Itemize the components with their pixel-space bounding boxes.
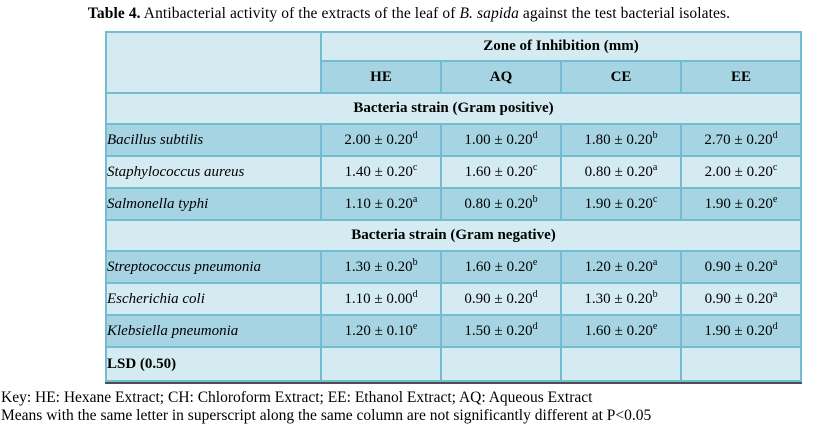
- column-header-ee: EE: [680, 60, 802, 94]
- table-row-bacillus-subtilis: Bacillus subtilis 2.00 ± 0.20d 1.00 ± 0.…: [105, 123, 802, 157]
- value-cell: 2.00 ± 0.20d: [320, 123, 442, 157]
- significance-letter: b: [532, 193, 538, 205]
- significance-letter: c: [412, 161, 418, 173]
- significance-letter: b: [412, 256, 418, 268]
- significance-letter: d: [772, 129, 778, 141]
- value-cell: 1.50 ± 0.20d: [440, 314, 562, 348]
- table-row-escherichia-coli: Escherichia coli 1.10 ± 0.00d 0.90 ± 0.2…: [105, 282, 802, 316]
- value-cell: 0.90 ± 0.20a: [680, 250, 802, 284]
- significance-letter: a: [412, 193, 418, 205]
- value-cell: 0.90 ± 0.20d: [440, 282, 562, 316]
- column-header-aq: AQ: [440, 60, 562, 94]
- section-label-gram-negative: Bacteria strain (Gram negative): [105, 219, 802, 252]
- table-row-klebsiella-pneumonia: Klebsiella pneumonia 1.20 ± 0.10e 1.50 ±…: [105, 314, 802, 348]
- table-row-salmonella-typhi: Salmonella typhi 1.10 ± 0.20a 0.80 ± 0.2…: [105, 187, 802, 221]
- significance-letter: c: [532, 161, 538, 173]
- value-cell: 1.30 ± 0.20b: [320, 250, 442, 284]
- significance-letter: d: [532, 129, 538, 141]
- significance-letter: d: [412, 129, 418, 141]
- lsd-label: LSD (0.50): [105, 346, 322, 382]
- value-cell: 1.10 ± 0.20a: [320, 187, 442, 221]
- value-cell: 1.20 ± 0.20a: [560, 250, 682, 284]
- significance-letter: a: [652, 256, 658, 268]
- extract-columns-row: HE AQ CE EE: [106, 60, 802, 94]
- empty-cell: [320, 346, 442, 382]
- value-cell: 1.80 ± 0.20b: [560, 123, 682, 157]
- significance-letter: c: [652, 193, 658, 205]
- value-cell: 2.00 ± 0.20c: [680, 155, 802, 189]
- significance-letter: c: [772, 161, 778, 173]
- footnote-key: Key: HE: Hexane Extract; CH: Chloroform …: [1, 389, 593, 406]
- significance-letter: a: [652, 161, 658, 173]
- footnote-significance: Means with the same letter in superscrip…: [1, 407, 652, 424]
- value-cell: 1.60 ± 0.20e: [560, 314, 682, 348]
- table-row-staphylococcus-aureus: Staphylococcus aureus 1.40 ± 0.20c 1.60 …: [105, 155, 802, 189]
- table-row-streptococcus-pneumonia: Streptococcus pneumonia 1.30 ± 0.20b 1.6…: [105, 250, 802, 284]
- zone-header-row: Zone of Inhibition (mm): [105, 31, 802, 94]
- value-cell: 1.10 ± 0.00d: [320, 282, 442, 316]
- row-label: Klebsiella pneumonia: [105, 314, 322, 348]
- significance-letter: e: [652, 320, 658, 332]
- value-cell: 1.60 ± 0.20c: [440, 155, 562, 189]
- row-label: Bacillus subtilis: [105, 123, 322, 157]
- lsd-row: LSD (0.50): [105, 346, 802, 382]
- zone-of-inhibition-header: Zone of Inhibition (mm): [320, 31, 802, 62]
- value-cell: 1.30 ± 0.20b: [560, 282, 682, 316]
- significance-letter: b: [652, 129, 658, 141]
- corner-empty-cell: [105, 31, 322, 94]
- significance-letter: d: [532, 288, 538, 300]
- empty-cell: [440, 346, 562, 382]
- value-cell: 1.40 ± 0.20c: [320, 155, 442, 189]
- value-cell: 1.00 ± 0.20d: [440, 123, 562, 157]
- empty-cell: [680, 346, 802, 382]
- value-cell: 1.20 ± 0.10e: [320, 314, 442, 348]
- results-table: Zone of Inhibition (mm) HE AQ CE EE Bact…: [105, 31, 802, 382]
- row-label: Streptococcus pneumonia: [105, 250, 322, 284]
- significance-letter: d: [772, 320, 778, 332]
- caption-text-2: against the test bacterial isolates.: [518, 5, 731, 22]
- value-cell: 1.90 ± 0.20c: [560, 187, 682, 221]
- significance-letter: d: [412, 288, 418, 300]
- significance-letter: a: [772, 288, 778, 300]
- significance-letter: b: [652, 288, 658, 300]
- caption-text-1: Antibacterial activity of the extracts o…: [140, 5, 460, 22]
- table-caption: Table 4. Antibacterial activity of the e…: [0, 0, 818, 23]
- caption-table-number: Table 4.: [87, 5, 141, 22]
- value-cell: 2.70 ± 0.20d: [680, 123, 802, 157]
- row-label: Salmonella typhi: [105, 187, 322, 221]
- value-cell: 0.80 ± 0.20a: [560, 155, 682, 189]
- empty-cell: [560, 346, 682, 382]
- value-cell: 1.60 ± 0.20e: [440, 250, 562, 284]
- significance-letter: d: [532, 320, 538, 332]
- row-label: Staphylococcus aureus: [105, 155, 322, 189]
- significance-letter: a: [772, 256, 778, 268]
- row-label: Escherichia coli: [105, 282, 322, 316]
- section-label-gram-positive: Bacteria strain (Gram positive): [105, 92, 802, 125]
- column-header-he: HE: [320, 60, 442, 94]
- section-row-gram-positive: Bacteria strain (Gram positive): [105, 92, 802, 125]
- value-cell: 0.90 ± 0.20a: [680, 282, 802, 316]
- significance-letter: e: [532, 256, 538, 268]
- value-cell: 1.90 ± 0.20d: [680, 314, 802, 348]
- value-cell: 0.80 ± 0.20b: [440, 187, 562, 221]
- value-cell: 1.90 ± 0.20e: [680, 187, 802, 221]
- column-header-ce: CE: [560, 60, 682, 94]
- table-footnotes: Key: HE: Hexane Extract; CH: Chloroform …: [1, 389, 818, 425]
- section-row-gram-negative: Bacteria strain (Gram negative): [105, 219, 802, 252]
- significance-letter: e: [772, 193, 778, 205]
- significance-letter: e: [412, 320, 418, 332]
- caption-species-name: B. sapida: [459, 5, 519, 22]
